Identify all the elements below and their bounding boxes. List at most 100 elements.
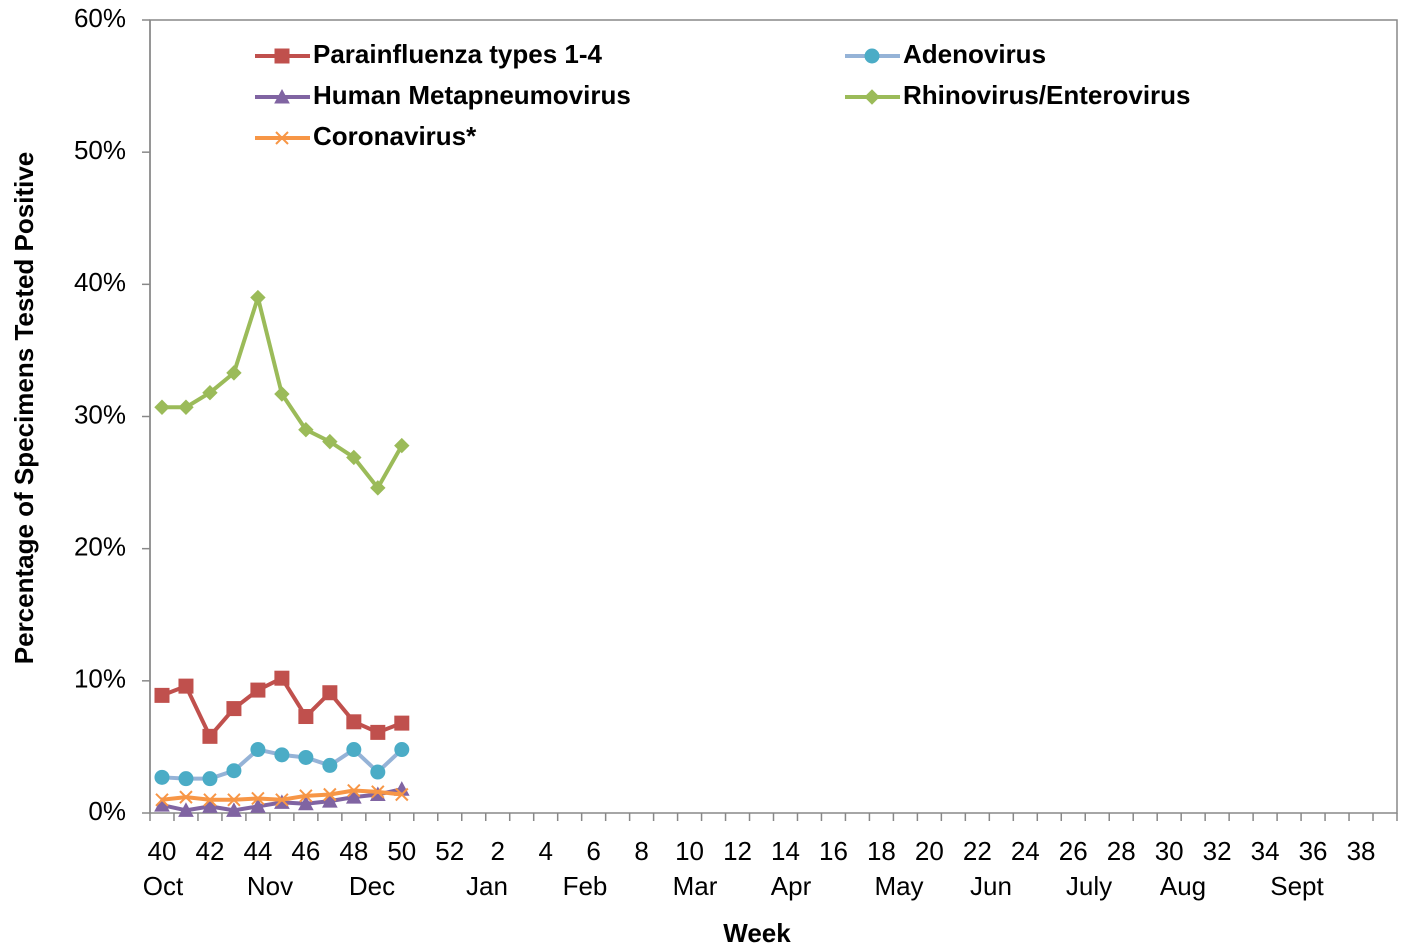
marker [346,742,362,758]
x-tick-label: 26 [1059,836,1088,866]
y-tick-label: 20% [74,532,126,562]
marker [394,715,410,731]
x-tick-label: 16 [819,836,848,866]
x-tick-label: 42 [195,836,224,866]
month-label: Apr [771,871,812,901]
legend-item: Coronavirus* [255,121,477,151]
marker [275,793,289,807]
legend-label: Human Metapneumovirus [313,80,631,110]
marker [274,88,290,104]
marker [202,771,218,787]
month-label: Jan [466,871,508,901]
x-tick-label: 6 [586,836,600,866]
x-tick-label: 2 [490,836,504,866]
marker [250,682,266,698]
marker [371,785,385,799]
y-tick-label: 40% [74,267,126,297]
x-tick-label: 14 [771,836,800,866]
marker [322,757,338,773]
marker [322,433,338,450]
month-label: May [874,871,923,901]
month-label: Dec [349,871,395,901]
marker [203,793,217,807]
x-tick-label: 30 [1155,836,1184,866]
marker [274,386,290,402]
marker [346,714,362,730]
marker [274,747,290,763]
marker [347,783,361,798]
x-tick-label: 44 [243,836,272,866]
marker [299,789,313,803]
marker [250,742,266,758]
x-tick-label: 50 [387,836,416,866]
marker [226,701,242,717]
x-tick-label: 32 [1203,836,1232,866]
marker [155,793,169,807]
month-label: Sept [1270,871,1324,901]
legend-label: Adenovirus [903,39,1046,69]
y-tick-label: 10% [74,664,126,694]
marker [345,789,362,804]
x-tick-label: 22 [963,836,992,866]
month-label: Mar [673,871,718,901]
marker [323,787,337,802]
marker [251,791,265,806]
marker [226,365,242,381]
x-tick-label: 4 [538,836,552,866]
marker [226,802,242,817]
marker [154,769,170,785]
marker [322,685,338,701]
marker [864,48,880,64]
marker [178,771,194,787]
marker [202,798,218,813]
legend-item: Human Metapneumovirus [255,80,631,110]
y-tick-label: 60% [74,3,126,33]
x-tick-label: 34 [1251,836,1280,866]
marker [370,480,386,496]
x-tick-label: 46 [291,836,320,866]
x-tick-label: 18 [867,836,896,866]
marker [250,289,266,306]
x-tick-label: 40 [148,836,177,866]
legend-item: Adenovirus [845,39,1046,69]
marker [864,89,880,105]
marker [178,678,194,694]
y-tick-label: 30% [74,399,126,429]
x-axis-title: Week [723,918,791,948]
marker [298,795,314,811]
marker [250,798,266,813]
month-label: Jun [970,871,1012,901]
marker [227,793,241,807]
y-tick-label: 50% [74,135,126,165]
marker [275,131,289,145]
marker [202,728,218,744]
marker [394,742,410,758]
y-tick-label: 0% [88,796,126,826]
series-line [161,676,403,739]
marker [370,764,386,780]
x-tick-label: 36 [1299,836,1328,866]
x-tick-label: 38 [1347,836,1376,866]
month-label: Aug [1160,871,1206,901]
month-label: Nov [247,871,293,901]
marker [298,749,314,765]
marker [202,385,218,401]
month-label: July [1066,871,1112,901]
marker [274,48,290,64]
marker [274,670,290,686]
month-label: Feb [563,871,608,901]
marker [179,790,193,804]
marker [395,787,409,802]
marker [394,437,410,454]
legend-item: Parainfluenza types 1-4 [255,39,603,69]
marker [370,724,386,740]
x-tick-label: 12 [723,836,752,866]
legend-item: Rhinovirus/Enterovirus [845,80,1191,110]
y-axis-title: Percentage of Specimens Tested Positive [9,152,39,664]
marker [322,793,338,808]
x-tick-label: 52 [435,836,464,866]
marker [154,399,170,415]
x-tick-label: 48 [339,836,368,866]
marker [298,709,314,725]
